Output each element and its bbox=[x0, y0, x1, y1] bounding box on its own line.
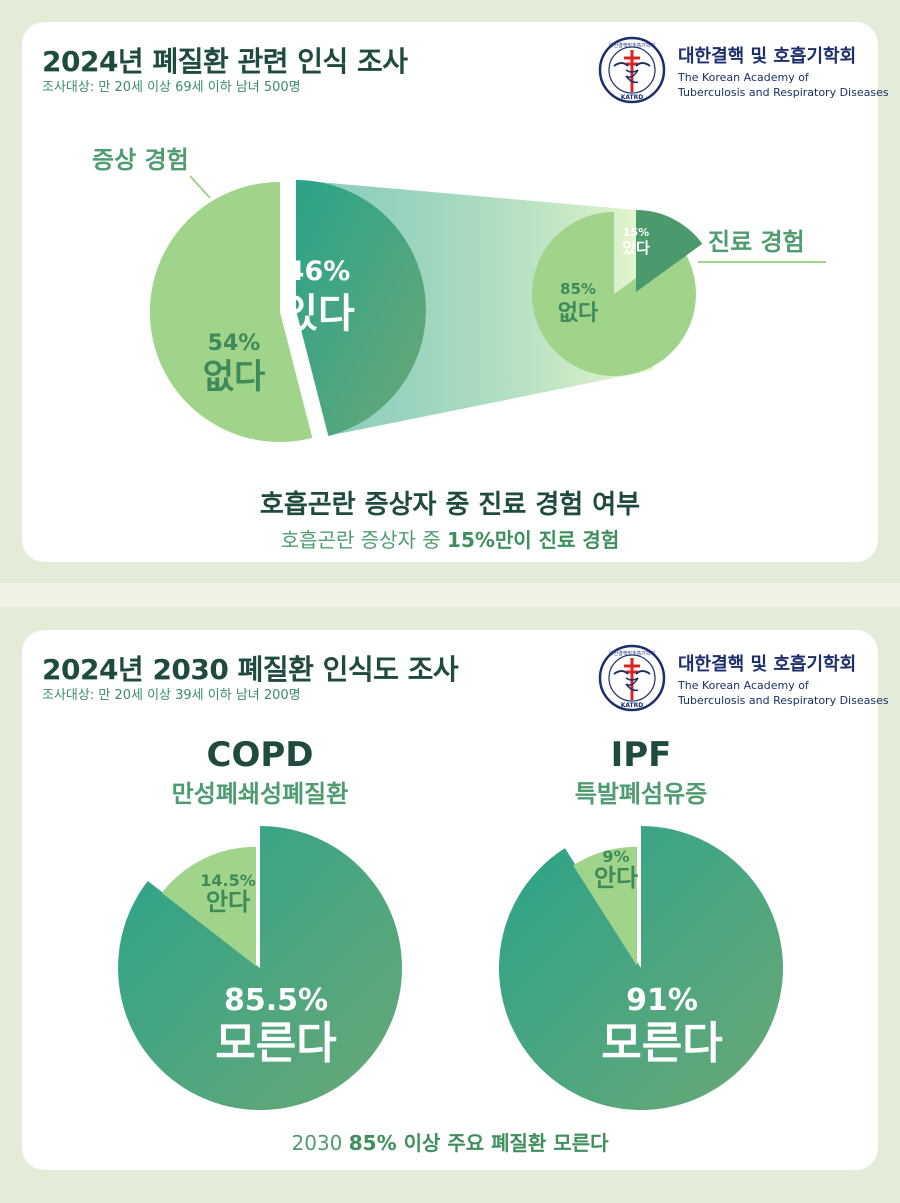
panel1-caption-sub-prefix: 호흡곤란 증상자 중 bbox=[280, 528, 448, 552]
pie1-title: 증상 경험 bbox=[92, 146, 189, 174]
logo-name-en-line2: Tuberculosis and Respiratory Diseases bbox=[678, 694, 889, 707]
ipf-unknown-value: 91% bbox=[626, 983, 698, 1018]
pie-slice-has-treatment bbox=[636, 210, 703, 292]
pie1-slice-symptom-label: 있다 bbox=[281, 291, 355, 337]
panel1-caption-sub: 호흡곤란 증상자 중 15%만이 진료 경험 bbox=[22, 524, 878, 553]
pie2-slice-treated-value: 15% bbox=[623, 226, 649, 239]
katrd-logo-2: 대한결핵및호흡기학회 KATRD 대한결핵 및 호흡기학회 The Korean… bbox=[598, 644, 889, 714]
panel1-title: 2024년 폐질환 관련 인식 조사 bbox=[42, 45, 408, 78]
pie-slice-copd-known bbox=[161, 846, 256, 966]
ipf-known-value: 9% bbox=[602, 847, 629, 866]
logo-name-en-line1: The Korean Academy of bbox=[678, 679, 809, 692]
ipf-subtitle: 특발폐섬유증 bbox=[575, 780, 707, 808]
seal-text-bottom: KATRD bbox=[621, 702, 644, 709]
panel1-caption-main: 호흡곤란 증상자 중 진료 경험 여부 bbox=[259, 490, 641, 520]
pie1-title-leader bbox=[189, 175, 211, 199]
panel1-subtitle: 조사대상: 만 20세 이상 69세 이하 남녀 500명 bbox=[42, 80, 301, 95]
pie2-title: 진료 경험 bbox=[708, 228, 805, 256]
logo-name-en-line1: The Korean Academy of bbox=[678, 71, 809, 84]
copd-known-label: 안다 bbox=[206, 888, 250, 916]
panel2-caption-prefix: 2030 bbox=[291, 1131, 349, 1155]
panel1-caption-sub-bold: 15%만이 진료 경험 bbox=[447, 528, 620, 552]
pie-slice-no-treatment bbox=[531, 211, 696, 376]
pie-slice-has-symptom bbox=[296, 180, 426, 436]
pie-slice-copd-unknown bbox=[118, 826, 403, 1110]
pie1-slice-symptom-value: 46% bbox=[286, 256, 351, 287]
seal-text-top: 대한결핵및호흡기학회 bbox=[609, 650, 655, 657]
logo-name-kr: 대한결핵 및 호흡기학회 bbox=[678, 654, 857, 675]
panel2-subtitle: 조사대상: 만 20세 이상 39세 이하 남녀 200명 bbox=[42, 688, 301, 703]
pie-slice-no-symptom bbox=[149, 181, 313, 442]
disease-awareness-charts: COPD 만성폐쇄성폐질환 IPF 특발폐섬유증 14.5% 안다 85.5% … bbox=[118, 735, 783, 1110]
logo-name-en-line2: Tuberculosis and Respiratory Diseases bbox=[678, 86, 889, 99]
copd-known-value: 14.5% bbox=[200, 871, 256, 890]
pie1-slice-none-value: 54% bbox=[208, 331, 261, 356]
panel2-caption: 2030 85% 이상 주요 폐질환 모른다 bbox=[22, 1127, 878, 1156]
ipf-known-label: 안다 bbox=[594, 864, 638, 892]
logo-name-en: The Korean Academy of Tuberculosis and R… bbox=[678, 70, 889, 100]
katrd-logo: 대한결핵및호흡기학회 KATRD 대한결핵 및 호흡기학회 The Korean… bbox=[598, 36, 889, 106]
logo-name-kr: 대한결핵 및 호흡기학회 bbox=[678, 46, 857, 67]
copd-unknown-value: 85.5% bbox=[224, 983, 328, 1018]
ipf-title: IPF bbox=[611, 735, 672, 775]
survey-panel-2: 2024년 2030 폐질환 인식도 조사 조사대상: 만 20세 이상 39세… bbox=[22, 630, 889, 1170]
pie2-slice-untreated-value: 85% bbox=[560, 280, 596, 298]
katrd-seal-icon: 대한결핵및호흡기학회 KATRD bbox=[598, 644, 666, 712]
panel2-title: 2024년 2030 폐질환 인식도 조사 bbox=[42, 653, 459, 686]
pie2-slice-untreated-label: 없다 bbox=[558, 301, 599, 326]
copd-subtitle: 만성폐쇄성폐질환 bbox=[172, 780, 349, 808]
survey-panel-1: 2024년 폐질환 관련 인식 조사 조사대상: 만 20세 이상 69세 이하… bbox=[22, 22, 889, 562]
copd-unknown-label: 모른다 bbox=[215, 1018, 336, 1069]
copd-title: COPD bbox=[207, 735, 314, 775]
seal-text-bottom: KATRD bbox=[621, 94, 644, 101]
pie-slice-ipf-known bbox=[573, 846, 637, 966]
pie1-slice-none-label: 없다 bbox=[203, 357, 266, 397]
ipf-unknown-label: 모른다 bbox=[601, 1018, 722, 1069]
panel2-caption-bold: 85% 이상 주요 폐질환 모른다 bbox=[348, 1131, 609, 1155]
katrd-seal-icon: 대한결핵및호흡기학회 KATRD bbox=[598, 36, 666, 104]
seal-text-top: 대한결핵및호흡기학회 bbox=[609, 42, 655, 49]
pie2-slice-treated-label: 있다 bbox=[622, 239, 650, 257]
symptom-treatment-chart: 증상 경험 46% 있다 54% 없다 진료 경험 15% 있다 85% 없다 bbox=[92, 146, 826, 442]
section-divider bbox=[0, 583, 900, 607]
logo-name-en: The Korean Academy of Tuberculosis and R… bbox=[678, 678, 889, 708]
pie-slice-ipf-unknown bbox=[498, 826, 783, 1110]
